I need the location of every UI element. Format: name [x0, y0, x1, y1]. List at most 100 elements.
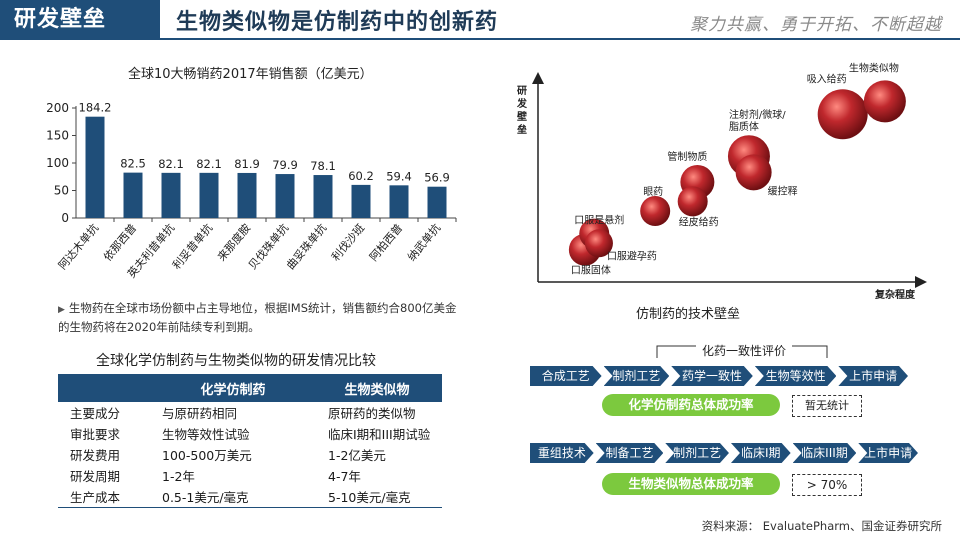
- bio-step: 临床I期: [731, 443, 791, 463]
- y-tick-label: 200: [46, 101, 69, 115]
- bar-chart-title: 全球10大畅销药2017年销售额（亿美元）: [128, 67, 373, 82]
- bubble: [677, 186, 708, 217]
- data-label: 82.1: [158, 157, 184, 171]
- table-row: 研发周期 1-2年 4-7年: [58, 465, 442, 486]
- bubble-label: 经皮给药: [679, 215, 719, 228]
- bullet-triangle-icon: ▶: [58, 305, 65, 315]
- bio-success-rate-label: 生物类似物总体成功率: [602, 473, 780, 495]
- chem-step: 制剂工艺: [604, 366, 670, 386]
- bio-step: 重组技术: [530, 443, 594, 463]
- data-label: 81.9: [234, 157, 260, 171]
- y-axis-label: 研发壁垒: [516, 85, 528, 136]
- data-label: 184.2: [79, 101, 112, 115]
- data-label: 59.4: [386, 169, 412, 183]
- bio-cell: 1-2亿美元: [328, 448, 386, 463]
- chem-step: 生物等效性: [755, 366, 837, 386]
- bubble: [863, 80, 906, 123]
- data-label: 60.2: [348, 169, 374, 183]
- chem-step: 药学一致性: [671, 366, 753, 386]
- y-tick-label: 50: [54, 184, 69, 198]
- x-tick-label: 依那西普: [100, 221, 139, 264]
- bio-cell: 原研药的类似物: [328, 406, 416, 421]
- bar: [313, 175, 333, 218]
- bar: [85, 116, 105, 218]
- data-label: 79.9: [272, 158, 298, 172]
- data-label: 82.1: [196, 157, 222, 171]
- bubble-label: 注射剂/微球/脂质体: [729, 108, 786, 133]
- row-label: 研发周期: [70, 469, 121, 484]
- y-axis-label-char: 壁: [517, 110, 527, 123]
- bubble-label: 生物类似物: [849, 61, 899, 74]
- y-tick-label: 150: [46, 129, 69, 143]
- page-title: 生物类似物是仿制药中的创新药: [176, 10, 499, 35]
- bio-cell: 临床I期和III期试验: [328, 427, 431, 442]
- bar: [389, 185, 409, 218]
- chem-flow: 合成工艺 制剂工艺 药学一致性 生物等效性 上市申请: [530, 366, 908, 386]
- row-label: 生产成本: [58, 486, 154, 508]
- bar: [123, 172, 143, 218]
- bubble-label: 管制物质: [667, 150, 707, 163]
- chem-step: 合成工艺: [530, 366, 602, 386]
- chem-cell: 1-2年: [162, 469, 195, 484]
- x-tick-label: 纳武单抗: [404, 221, 443, 264]
- bar: [427, 186, 447, 218]
- data-label: 82.5: [120, 157, 146, 171]
- comparison-header-row: 化学仿制药 生物类似物: [58, 374, 442, 402]
- bullet-text: 生物药在全球市场份额中占主导地位，根据IMS统计，销售额约合800亿美金的生物药…: [58, 301, 457, 334]
- y-axis-label-char: 垒: [517, 123, 527, 136]
- bubble-chart-title: 仿制药的技术壁垒: [636, 306, 740, 322]
- comparison-table: 化学仿制药 生物类似物 主要成分 与原研药相同 原研药的类似物 审批要求 生物等…: [58, 374, 442, 508]
- bio-cell: 5-10美元/毫克: [312, 486, 442, 508]
- bar: [199, 172, 219, 218]
- y-axis-label-char: 研: [517, 85, 527, 97]
- slogan: 聚力共赢、勇于开拓、不断超越: [690, 15, 942, 35]
- x-tick-label: 阿柏西普: [366, 221, 405, 264]
- bar: [237, 172, 257, 218]
- x-tick-label: 阿达木单抗: [55, 221, 101, 272]
- table-row: 研发费用 100-500万美元 1-2亿美元: [58, 444, 442, 465]
- bio-flow: 重组技术 制备工艺 制剂工艺 临床I期 临床III期 上市申请: [530, 443, 918, 463]
- x-axis-label: 复杂程度: [874, 288, 916, 301]
- bubble-label: 吸入给药: [807, 72, 847, 85]
- header-divider: [160, 38, 960, 40]
- x-tick-label: 利伐沙班: [329, 222, 367, 264]
- row-label: 研发费用: [70, 448, 121, 463]
- bio-step: 上市申请: [858, 443, 918, 463]
- data-label: 78.1: [310, 159, 336, 173]
- row-label: 主要成分: [70, 406, 121, 421]
- bio-step: 制备工艺: [596, 443, 664, 463]
- bracket-label: 化药一致性评价: [696, 342, 793, 359]
- bubble-label: 缓控释: [768, 184, 798, 197]
- bio-cell: 4-7年: [328, 469, 361, 484]
- comparison-header-empty: [58, 374, 154, 402]
- comparison-header-bio: 生物类似物: [312, 374, 442, 402]
- table-row: 主要成分 与原研药相同 原研药的类似物: [58, 402, 442, 423]
- comparison-header-chem: 化学仿制药: [154, 374, 312, 402]
- bubble: [640, 196, 671, 227]
- table-row: 生产成本 0.5-1美元/毫克 5-10美元/毫克: [58, 486, 442, 508]
- comparison-title: 全球化学仿制药与生物类似物的研发情况比较: [96, 353, 376, 369]
- bio-step: 临床III期: [793, 443, 857, 463]
- x-tick-label: 来那度胺: [214, 221, 253, 264]
- section-tag: 研发壁垒: [0, 0, 160, 40]
- data-label: 56.9: [424, 171, 450, 185]
- bubble-label: 口服固体: [571, 265, 611, 277]
- bar: [275, 174, 295, 218]
- y-tick-label: 100: [46, 156, 69, 170]
- x-tick-label: 曲妥珠单抗: [283, 221, 329, 272]
- bubble: [584, 229, 613, 258]
- bio-step: 制剂工艺: [665, 443, 729, 463]
- chem-cell: 100-500万美元: [162, 448, 252, 463]
- y-tick-label: 0: [61, 211, 69, 225]
- chem-cell: 生物等效性试验: [162, 427, 250, 442]
- chem-cell: 0.5-1美元/毫克: [154, 486, 312, 508]
- bubble-label: 口服避孕药: [607, 249, 657, 262]
- chem-cell: 与原研药相同: [162, 406, 238, 421]
- table-row: 审批要求 生物等效性试验 临床I期和III期试验: [58, 423, 442, 444]
- bio-success-rate-value: > 70%: [792, 474, 862, 496]
- bubble-label: 眼药: [643, 186, 663, 198]
- bubble-label: 口服是悬剂: [574, 214, 624, 227]
- source-note: 资料来源： EvaluatePharm、国金证券研究所: [701, 519, 942, 533]
